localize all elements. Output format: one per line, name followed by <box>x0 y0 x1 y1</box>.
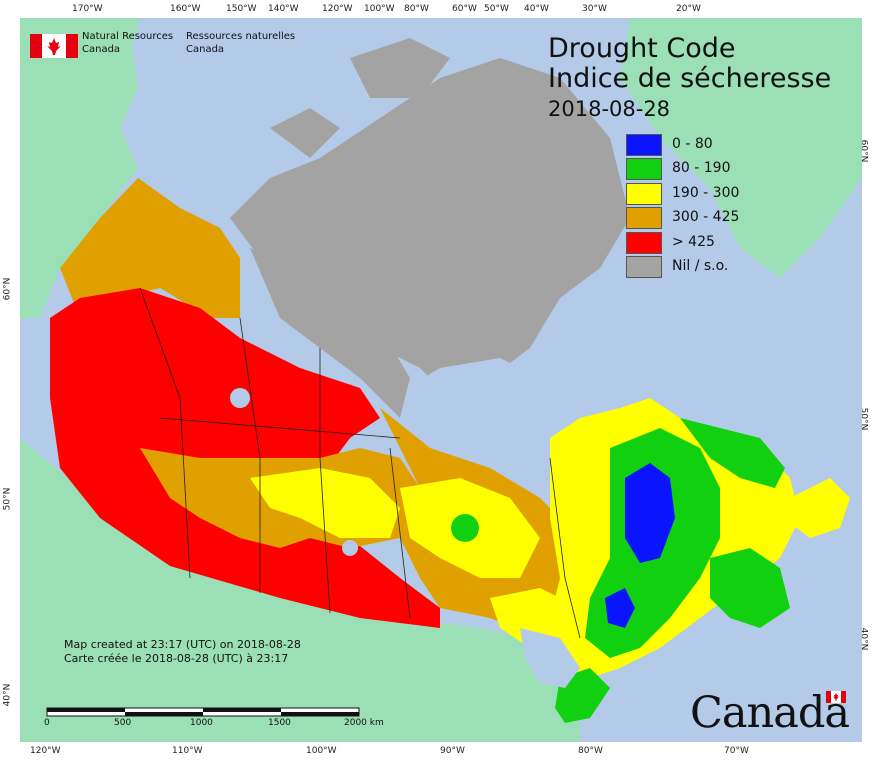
map-canvas <box>20 18 862 742</box>
scale-bar-graphic <box>46 707 360 717</box>
quebec-blue-north <box>625 463 675 563</box>
graticule-label-left: 60°N <box>2 277 13 301</box>
legend-label: Nil / s.o. <box>672 257 729 274</box>
credit-en: Map created at 23:17 (UTC) on 2018-08-28 <box>64 638 301 651</box>
legend-label: 80 - 190 <box>672 160 731 177</box>
maritimes-green <box>710 548 790 628</box>
yukon-region <box>60 178 240 318</box>
graticule-label-top: 150°W <box>226 4 257 14</box>
provincial-boundary <box>239 317 261 593</box>
scale-label: 1000 <box>190 718 213 728</box>
graticule-label-bottom: 110°W <box>172 746 203 756</box>
agency-line: Natural Resources <box>82 31 174 42</box>
legend-swatch <box>626 207 662 230</box>
graticule-label-top: 60°W <box>452 4 477 14</box>
provincial-boundary <box>389 447 411 619</box>
graticule-label-bottom: 70°W <box>724 746 749 756</box>
lake-winnipeg-spot <box>342 540 358 556</box>
great-slave-lake <box>230 388 250 408</box>
graticule-label-top: 50°W <box>484 4 509 14</box>
graticule-label-top: 160°W <box>170 4 201 14</box>
map-credits: Map created at 23:17 (UTC) on 2018-08-28… <box>64 638 301 666</box>
scale-label: 0 <box>44 718 50 728</box>
great-lakes <box>520 628 580 688</box>
provincial-boundary <box>319 348 331 614</box>
legend-label: > 425 <box>672 233 715 250</box>
legend-label: 300 - 425 <box>672 209 740 226</box>
legend-label: 190 - 300 <box>672 184 740 201</box>
graticule-label-top: 30°W <box>582 4 607 14</box>
legend-swatch <box>626 255 662 278</box>
legend-swatch <box>626 182 662 205</box>
credit-fr: Carte créée le 2018-08-28 (UTC) à 23:17 <box>64 652 289 665</box>
provincial-boundary <box>139 287 191 579</box>
legend-swatch <box>626 158 662 181</box>
title-en: Drought Code <box>548 33 736 64</box>
scale-label: 500 <box>114 718 132 728</box>
graticule-label-bottom: 120°W <box>30 746 61 756</box>
labrador-green <box>680 418 785 488</box>
arctic-archipelago <box>230 58 630 398</box>
graticule-label-top: 80°W <box>404 4 429 14</box>
legend-swatch <box>626 231 662 254</box>
newfoundland-yellow <box>790 478 850 538</box>
alaska-landmass <box>20 18 140 318</box>
map-title: Drought Code Indice de sécheresse 2018-0… <box>548 34 831 124</box>
arctic-island <box>350 38 450 98</box>
graticule-label-top: 140°W <box>268 4 299 14</box>
legend-label: 0 - 80 <box>672 136 713 152</box>
canada-flag-icon <box>30 34 78 58</box>
nunavut-mainland <box>250 248 410 418</box>
provincial-boundary <box>549 457 581 639</box>
graticule-label-top: 100°W <box>364 4 395 14</box>
drought-map <box>20 18 862 742</box>
arctic-island <box>270 108 340 158</box>
prairies-yellow <box>250 468 400 538</box>
graticule-label-left: 40°N <box>2 683 13 707</box>
graticule-label-left: 50°N <box>2 487 13 511</box>
title-fr: Indice de sécheresse <box>548 63 832 94</box>
graticule-label-top: 20°W <box>676 4 701 14</box>
graticule-label-top: 120°W <box>322 4 353 14</box>
graticule-label-bottom: 100°W <box>306 746 337 756</box>
canada-wordmark: Canada <box>690 688 850 738</box>
usa-landmass <box>20 438 580 742</box>
agency-line: Ressources naturelles <box>186 31 296 42</box>
graticule-label-bottom: 80°W <box>578 746 603 756</box>
legend-swatch <box>626 134 662 156</box>
agency-name-fr: Ressources naturelles Canada <box>186 30 295 56</box>
graticule-label-top: 170°W <box>72 4 103 14</box>
ontario-green-spot <box>451 514 479 542</box>
scale-bar: 0 500 1000 1500 2000 km <box>44 704 384 728</box>
scale-label: 1500 <box>268 718 291 728</box>
wordmark-flag-icon <box>826 691 846 703</box>
provincial-boundary <box>159 417 401 439</box>
graticule-label-bottom: 90°W <box>440 746 465 756</box>
scale-label: 2000 km <box>344 718 384 728</box>
quebec-blue-south <box>605 588 635 628</box>
agency-name-en: Natural Resources Canada <box>82 30 173 56</box>
agency-line: Canada <box>82 44 121 55</box>
agency-line: Canada <box>186 44 225 55</box>
hudson-bay <box>390 358 550 458</box>
graticule-label-top: 40°W <box>524 4 549 14</box>
greenland-landmass <box>620 18 862 278</box>
title-date: 2018-08-28 <box>548 97 671 121</box>
